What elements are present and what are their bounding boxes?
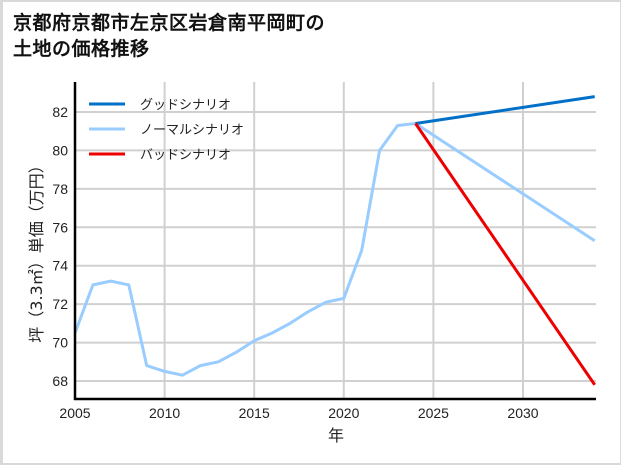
series-line <box>415 95 595 125</box>
x-axis-label: 年 <box>328 426 344 445</box>
series-line <box>73 122 596 377</box>
chart-title-line2: 土地の価格推移 <box>13 38 150 60</box>
tick-labels: 68 70 72 74 76 78 80 82 2005 2010 2015 2020 2025 2030 <box>52 104 538 421</box>
chart-title: 京都府京都市左京区岩倉南平岡町の 土地の価格推移 <box>13 10 325 62</box>
y-tick-label: 78 <box>52 181 68 197</box>
x-tick-label: 2020 <box>328 405 359 421</box>
chart-title-line1: 京都府京都市左京区岩倉南平岡町の <box>13 12 326 34</box>
y-axis-label: 坪（3.3㎡）単価（万円） <box>27 157 46 342</box>
legend-label: バッドシナリオ <box>140 148 231 163</box>
x-tick-label: 2025 <box>418 405 449 421</box>
x-tick-label: 2015 <box>239 405 270 421</box>
series-line <box>414 122 596 386</box>
x-tick-label: 2010 <box>149 405 180 421</box>
y-tick-label: 76 <box>52 219 68 235</box>
y-tick-label: 72 <box>52 296 68 312</box>
y-tick-label: 82 <box>52 104 68 120</box>
x-tick-label: 2005 <box>59 405 90 421</box>
y-tick-label: 68 <box>52 373 68 389</box>
y-tick-label: 74 <box>52 258 68 274</box>
y-tick-label: 80 <box>52 142 68 158</box>
legend-label: ノーマルシナリオ <box>140 123 244 138</box>
axes <box>73 82 596 401</box>
x-tick-label: 2030 <box>507 405 538 421</box>
series-lines <box>73 95 596 386</box>
legend-label: グッドシナリオ <box>140 98 231 113</box>
y-tick-label: 70 <box>52 335 68 351</box>
